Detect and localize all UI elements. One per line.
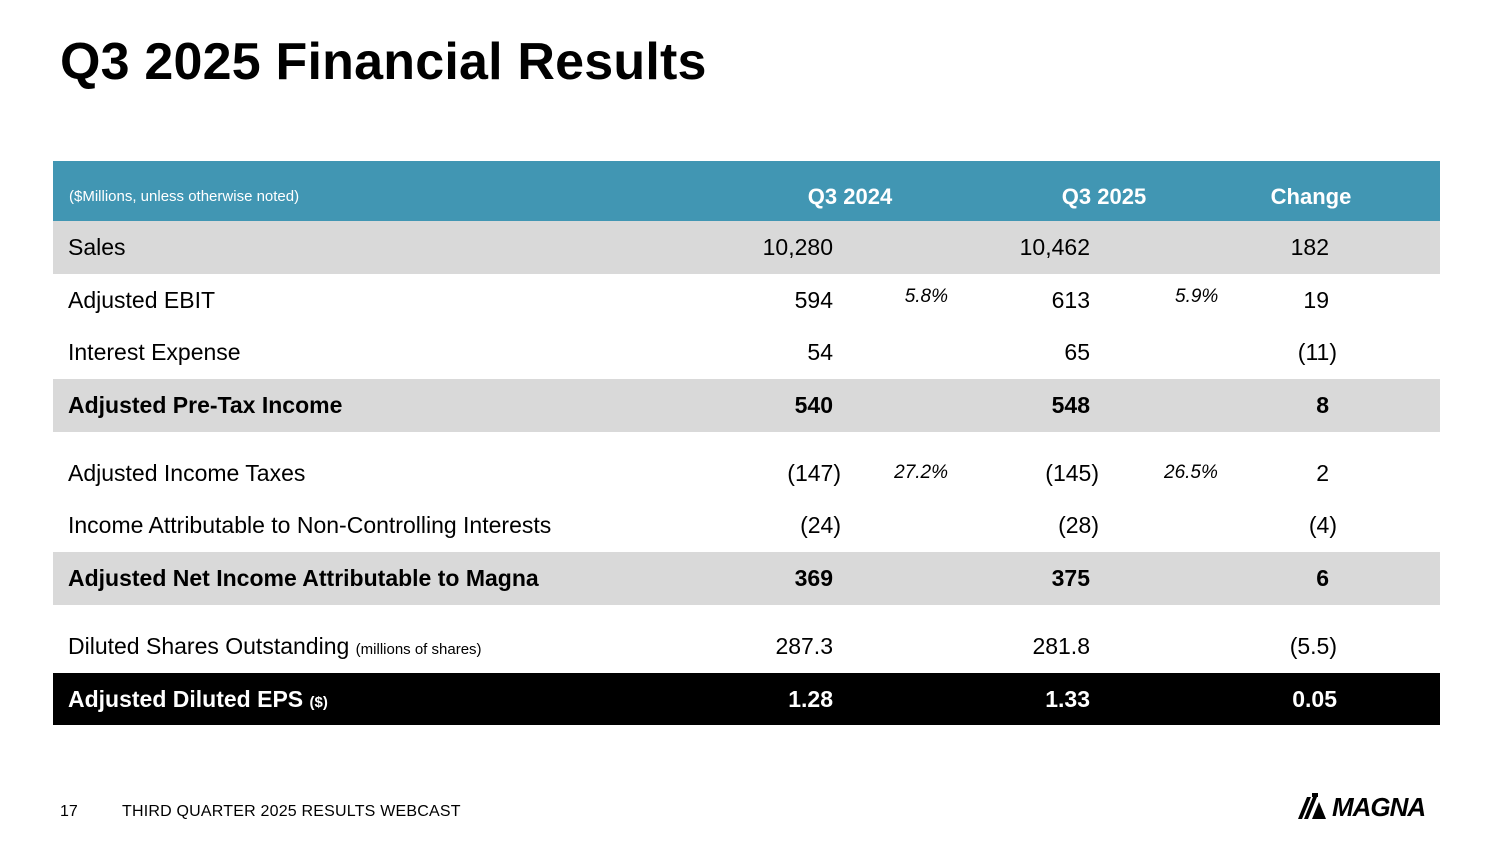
value-q3-2025: 10,462 — [1019, 234, 1090, 260]
row-label: Adjusted Diluted EPS ($) — [68, 673, 328, 729]
row-label: Adjusted Income Taxes — [68, 459, 306, 486]
table-row-interest-expense: Interest Expense 54 65 (11) — [53, 326, 1440, 379]
margin-q3-2024: 5.8% — [904, 285, 948, 307]
value-q3-2025: 548 — [1051, 392, 1090, 419]
value-change: 6 — [1316, 565, 1329, 592]
value-q3-2024: 54 — [807, 339, 833, 366]
row-label: Income Attributable to Non-Controlling I… — [68, 512, 552, 539]
value-q3-2024: 369 — [794, 565, 833, 592]
row-label: Sales — [68, 234, 126, 260]
row-label: Diluted Shares Outstanding (millions of … — [68, 620, 482, 676]
value-change: (11) — [1297, 339, 1337, 366]
value-q3-2024: (147) — [787, 459, 841, 486]
value-change: (5.5) — [1289, 632, 1337, 659]
slide-title: Q3 2025 Financial Results — [60, 33, 707, 91]
table-row-adjusted-net-income: Adjusted Net Income Attributable to Magn… — [53, 552, 1440, 605]
row-label: Adjusted Net Income Attributable to Magn… — [68, 565, 539, 592]
financial-results-table: ($Millions, unless otherwise noted) Q3 2… — [53, 161, 1440, 729]
table-row-adjusted-ebit: Adjusted EBIT 594 5.8% 613 5.9% 19 — [53, 274, 1440, 327]
value-q3-2024: 594 — [794, 286, 833, 313]
value-q3-2024: 287.3 — [775, 632, 833, 659]
value-q3-2025: 281.8 — [1032, 632, 1090, 659]
value-q3-2024: 10,280 — [762, 234, 833, 260]
value-change: 0.05 — [1292, 685, 1337, 712]
table-row-adjusted-diluted-eps: Adjusted Diluted EPS ($) 1.28 1.33 0.05 — [53, 672, 1440, 729]
page-number: 17 — [60, 803, 78, 820]
value-q3-2025: (28) — [1058, 512, 1099, 539]
value-change: 8 — [1316, 392, 1329, 419]
table-row-sales: Sales 10,280 10,462 182 — [53, 221, 1440, 274]
tax-rate-q3-2024: 27.2% — [894, 461, 948, 483]
table-row-non-controlling-interests: Income Attributable to Non-Controlling I… — [53, 499, 1440, 552]
value-change: 182 — [1290, 234, 1329, 260]
column-header-change: Change — [1270, 184, 1352, 209]
row-units: ($) — [309, 693, 328, 711]
table-row-diluted-shares: Diluted Shares Outstanding (millions of … — [53, 620, 1440, 673]
column-header-q3-2024: Q3 2024 — [807, 184, 893, 209]
value-change: 19 — [1303, 286, 1329, 313]
value-q3-2024: 540 — [794, 392, 833, 419]
value-q3-2025: 1.33 — [1045, 685, 1090, 712]
margin-q3-2025: 5.9% — [1175, 285, 1219, 307]
value-q3-2025: (145) — [1045, 459, 1099, 486]
value-change: 2 — [1316, 459, 1329, 486]
value-change: (4) — [1308, 512, 1337, 539]
table-row-adjusted-pre-tax-income: Adjusted Pre-Tax Income 540 548 8 — [53, 379, 1440, 432]
row-label: Adjusted EBIT — [68, 286, 216, 313]
column-header-q3-2025: Q3 2025 — [1061, 184, 1147, 209]
value-q3-2025: 65 — [1064, 339, 1090, 366]
tax-rate-q3-2025: 26.5% — [1164, 461, 1218, 483]
row-label: Adjusted Pre-Tax Income — [68, 392, 343, 419]
magna-logo-text: MAGNA — [1332, 792, 1426, 822]
value-q3-2025: 375 — [1051, 565, 1090, 592]
row-label-text: Adjusted Diluted EPS — [68, 685, 304, 712]
table-header-row: ($Millions, unless otherwise noted) Q3 2… — [53, 161, 1440, 221]
row-label: Interest Expense — [68, 339, 241, 366]
magna-logo-icon — [1298, 793, 1326, 819]
row-label-text: Diluted Shares Outstanding — [68, 632, 350, 659]
footer-caption: THIRD QUARTER 2025 RESULTS WEBCAST — [122, 803, 461, 820]
units-note: ($Millions, unless otherwise noted) — [69, 188, 300, 205]
value-q3-2025: 613 — [1051, 286, 1090, 313]
value-q3-2024: (24) — [800, 512, 841, 539]
value-q3-2024: 1.28 — [788, 685, 833, 712]
table-row-adjusted-income-taxes: Adjusted Income Taxes (147) 27.2% (145) … — [53, 447, 1440, 500]
row-units: (millions of shares) — [355, 640, 482, 658]
